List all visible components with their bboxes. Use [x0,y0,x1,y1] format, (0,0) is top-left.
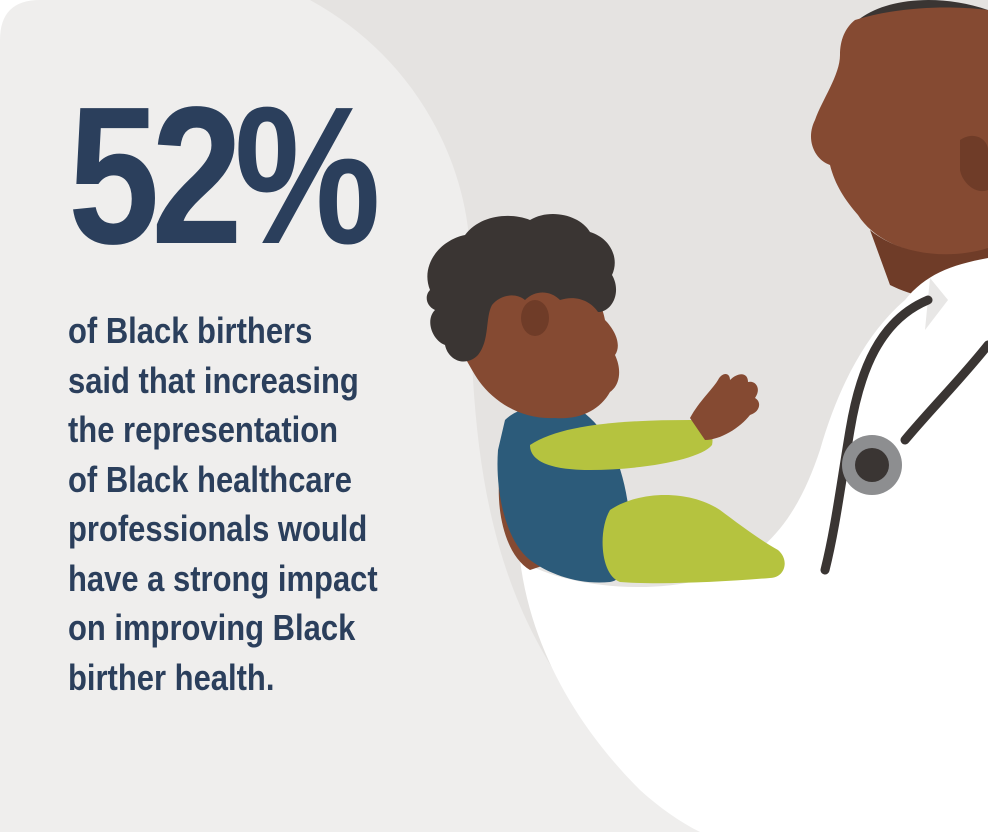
doctor-ear [960,135,988,192]
statistic-block: 52% [68,78,488,274]
caption-line: birther health. [68,656,275,698]
caption-line: of Black healthcare [68,458,352,500]
caption-line: of Black birthers [68,310,313,351]
statistic-value: 52% [68,66,381,285]
infant-ear [521,300,549,336]
doctor-collar [925,278,948,330]
doctor-face [810,7,988,256]
infant-figure [426,213,785,584]
caption-line: the representation [68,409,339,450]
infant-legs [602,495,785,584]
doctor-figure [520,0,988,832]
doctor-coat [520,258,988,832]
statistic-caption: of Black birthers said that increasing t… [68,306,378,702]
infant-sleeve [530,420,713,470]
stethoscope-icon [820,295,988,575]
caption-line: said that increasing [68,359,359,401]
caption-line: on improving Black [68,607,356,648]
infant-hair [426,213,617,362]
caption-line: professionals would [68,508,368,549]
infant-hand [690,374,760,440]
caption-line: have a strong impact [68,557,378,599]
